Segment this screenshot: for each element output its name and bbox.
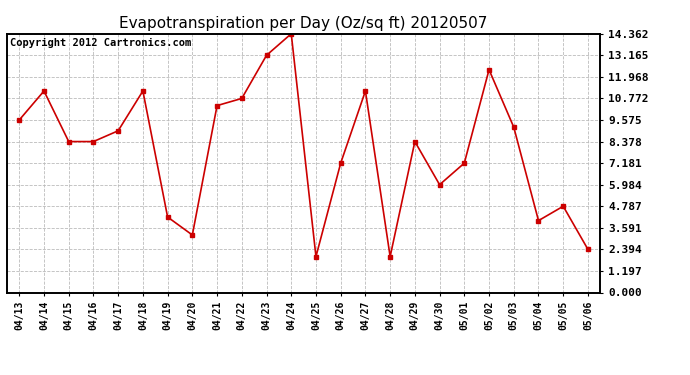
Title: Evapotranspiration per Day (Oz/sq ft) 20120507: Evapotranspiration per Day (Oz/sq ft) 20… — [119, 16, 488, 31]
Text: Copyright 2012 Cartronics.com: Copyright 2012 Cartronics.com — [10, 38, 191, 48]
